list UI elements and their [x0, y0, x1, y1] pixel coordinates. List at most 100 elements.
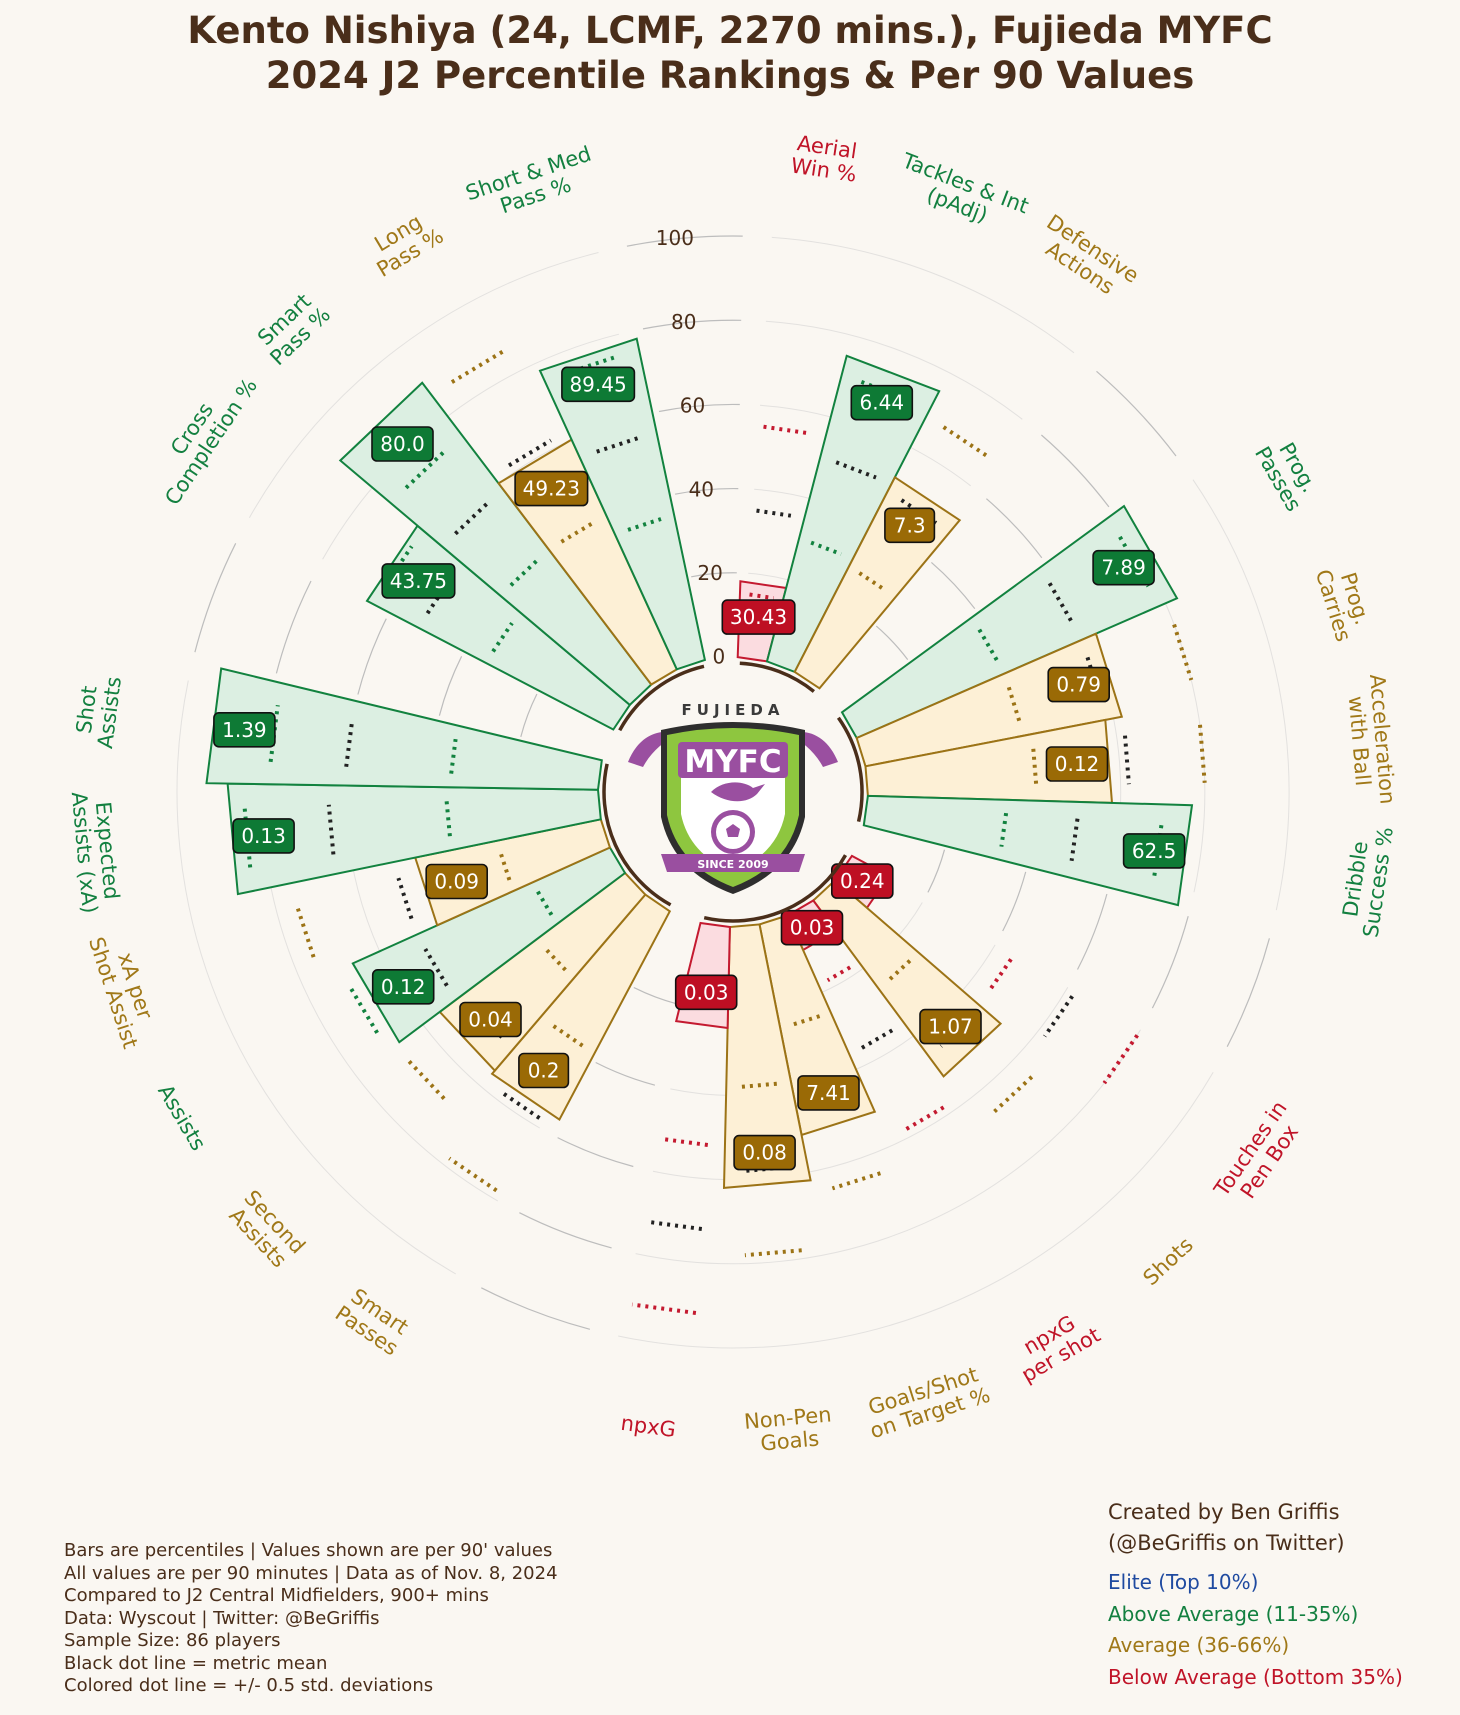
sd-high-line — [902, 1105, 945, 1133]
sd-high-line — [404, 448, 448, 490]
sd-low-line — [826, 965, 852, 983]
metric-label: DribbleSuccess % — [1336, 822, 1398, 939]
metric-label-line: Shots — [1138, 1233, 1197, 1290]
footnote-line: Data: Wyscout | Twitter: @BeGriffis — [64, 1607, 380, 1629]
value-label: 0.79 — [1056, 673, 1101, 697]
mean-line — [756, 508, 792, 518]
radial-tick-label: 80 — [671, 310, 696, 334]
footnote-line: Bars are percentiles | Values shown are … — [64, 1540, 553, 1561]
value-label-box — [797, 1075, 860, 1111]
grid-arc — [595, 1061, 656, 1086]
metric-label-line: npxG — [619, 1411, 677, 1442]
club-logo: FUJIEDA MYFC SINCE 2009 — [628, 701, 838, 894]
value-label: 0.12 — [381, 975, 426, 999]
grid-arc — [633, 986, 677, 1005]
value-label-box — [1122, 833, 1186, 869]
sd-high-line — [1102, 1034, 1139, 1085]
metric-label: SecondAssists — [223, 1186, 310, 1275]
grid-arc — [635, 1029, 1141, 1265]
legend: Elite (Top 10%) Above Average (11-35%) A… — [1108, 1567, 1403, 1693]
sd-low-line — [551, 1023, 584, 1048]
metric-label: npxGper shot — [1006, 1303, 1105, 1387]
grid-arc — [1192, 479, 1290, 911]
value-label: 49.23 — [523, 477, 580, 501]
value-label-box — [371, 426, 434, 462]
logo-top-text: FUJIEDA — [682, 701, 785, 719]
grid-arc — [1151, 916, 1189, 1009]
mean-line — [396, 877, 414, 920]
value-label-box — [919, 1008, 982, 1045]
value-label-box — [561, 366, 636, 403]
grid-arc — [658, 403, 740, 413]
legend-item: Average (36-66%) — [1108, 1633, 1290, 1657]
value-label-box — [884, 507, 936, 544]
grid-arc — [1226, 938, 1270, 1047]
bar-group — [205, 337, 1194, 1189]
metric-label: Accelerationwith Ball — [1342, 673, 1400, 807]
percentile-bar — [205, 667, 603, 791]
value-label-box — [459, 1001, 522, 1038]
mean-line — [648, 1219, 703, 1231]
value-label: 62.5 — [1132, 839, 1177, 863]
sd-low-line — [977, 628, 1000, 663]
metric-label: npxG — [619, 1411, 677, 1442]
grid-arc — [557, 1137, 634, 1168]
sd-low-line — [560, 520, 595, 544]
sd-high-line — [407, 1059, 446, 1100]
sd-high-line — [448, 1156, 498, 1193]
footnote-line: All values are per 90 minutes | Data as … — [64, 1562, 558, 1584]
metric-label: SmartPass % — [250, 286, 335, 370]
value-label-box — [1045, 746, 1109, 782]
logo-since: SINCE 2009 — [697, 858, 768, 871]
sd-high-line — [348, 986, 379, 1034]
metric-label-line: Assists — [153, 1080, 210, 1154]
grid-arc — [771, 236, 1075, 354]
logo-name: MYFC — [684, 744, 781, 780]
grid-arc — [357, 618, 387, 695]
grid-arc — [176, 680, 456, 1275]
radial-tick-label: 0 — [713, 645, 726, 669]
value-label-box — [371, 968, 435, 1005]
sd-low-line — [999, 812, 1009, 847]
grid-arc — [652, 987, 1069, 1181]
group-arc — [703, 854, 848, 923]
radial-tick-label: 60 — [680, 394, 705, 418]
sd-low-line — [543, 946, 567, 972]
sd-high-line — [763, 424, 809, 436]
sd-high-line — [831, 1171, 882, 1191]
value-label: 30.43 — [730, 605, 787, 629]
credit-line2: (@BeGriffis on Twitter) — [1108, 1531, 1345, 1555]
value-label: 89.45 — [569, 372, 626, 396]
sd-low-line — [886, 959, 912, 983]
grid-arc — [674, 487, 739, 495]
value-label-box — [830, 863, 894, 899]
grid-arc — [931, 561, 976, 610]
sd-high-line — [450, 348, 506, 384]
grid-arc — [642, 319, 742, 330]
value-label: 7.3 — [894, 513, 926, 537]
grid-arc — [765, 320, 1023, 420]
grid-arc — [1076, 893, 1108, 970]
value-label-box — [518, 1052, 570, 1089]
percentile-bar — [862, 794, 1194, 907]
mean-line — [507, 438, 552, 468]
sd-high-line — [993, 1075, 1034, 1113]
sd-low-line — [810, 540, 842, 556]
value-label: 1.07 — [928, 1015, 973, 1039]
value-label: 0.08 — [742, 1141, 787, 1165]
grid-arc — [1041, 434, 1110, 508]
mean-line — [1123, 735, 1131, 785]
chart-title-line1: Kento Nishiya (24, LCMF, 2270 mins.), Fu… — [187, 9, 1273, 52]
sd-high-line — [1118, 535, 1151, 588]
sd-low-line — [444, 800, 452, 837]
value-label-box — [232, 818, 295, 854]
grid-arc — [519, 1212, 612, 1249]
metric-label: Goals/Shoton Target % — [860, 1361, 993, 1443]
metric-label: CrossCompletion % — [141, 361, 262, 509]
radial-tick-label: 40 — [689, 477, 714, 501]
mean-line — [860, 1028, 894, 1050]
sd-high-line — [242, 807, 253, 868]
chart-title-line2: 2024 J2 Percentile Rankings & Per 90 Val… — [265, 54, 1195, 97]
value-label-box — [733, 1134, 796, 1171]
